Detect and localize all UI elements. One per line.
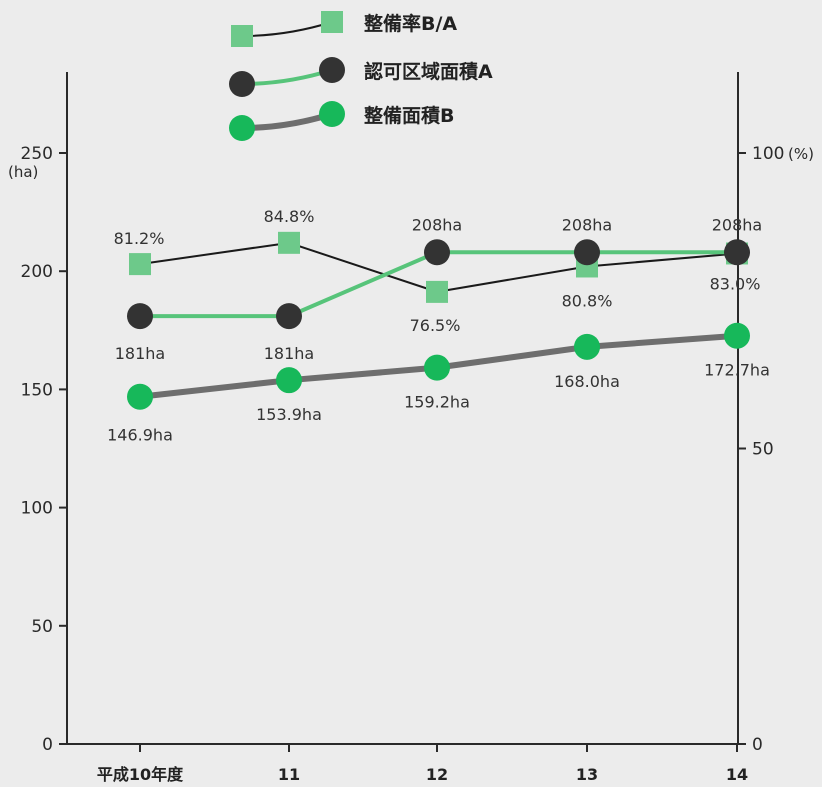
- x-tick-label: 平成10年度: [97, 765, 184, 784]
- marker-developed: [127, 383, 153, 410]
- data-label-developed: 159.2ha: [404, 393, 470, 412]
- right-tick-label: 100: [752, 144, 784, 164]
- marker-approved: [724, 239, 750, 266]
- x-tick-label: 13: [576, 765, 598, 784]
- data-label-developed: 146.9ha: [107, 426, 173, 445]
- marker-rate: [426, 280, 448, 303]
- left-tick-label: 150: [21, 380, 53, 400]
- data-label-developed: 168.0ha: [554, 372, 620, 391]
- data-label-approved: 208ha: [562, 215, 612, 234]
- marker-developed: [424, 354, 450, 381]
- left-tick-label: 0: [42, 735, 53, 755]
- x-tick-label: 14: [726, 765, 748, 784]
- left-tick-label: 200: [21, 262, 53, 282]
- data-label-developed: 153.9ha: [256, 405, 322, 424]
- data-label-approved: 208ha: [412, 215, 462, 234]
- legend-line-rate: [241, 21, 333, 37]
- legend-label-approved: 認可区域面積A: [364, 60, 493, 83]
- legend-line-developed: [241, 111, 333, 131]
- data-label-rate: 83.0%: [710, 274, 761, 293]
- marker-approved: [127, 303, 153, 330]
- left-axis-unit: (ha): [8, 163, 38, 181]
- marker-developed: [724, 322, 750, 349]
- marker-developed: [574, 333, 600, 360]
- data-label-approved: 181ha: [264, 344, 314, 363]
- marker-approved: [574, 239, 600, 266]
- data-label-rate: 81.2%: [114, 229, 165, 248]
- legend-marker-developed: [319, 101, 345, 127]
- data-label-rate: 76.5%: [410, 316, 461, 335]
- marker-rate: [129, 253, 151, 276]
- legend-marker-developed: [229, 115, 255, 141]
- data-labels: 81.2% 84.8% 76.5% 80.8% 83.0% 181ha 181ha 208ha…: [107, 207, 770, 445]
- left-tick-label: 250: [21, 144, 53, 164]
- legend-marker-rate: [321, 11, 343, 33]
- data-label-developed: 172.7ha: [704, 361, 770, 380]
- x-tick-label: 11: [278, 765, 300, 784]
- data-label-approved: 181ha: [115, 344, 165, 363]
- data-label-rate: 80.8%: [562, 291, 613, 310]
- legend-label-rate: 整備率B/A: [364, 12, 457, 35]
- left-axis-ticks: 0 50 100 150 200 250: [21, 144, 67, 755]
- right-tick-label: 0: [752, 735, 763, 755]
- x-tick-label: 12: [426, 765, 448, 784]
- series-markers: [127, 231, 750, 410]
- left-tick-label: 100: [21, 499, 53, 519]
- data-label-rate: 84.8%: [264, 207, 315, 226]
- legend-marker-approved: [229, 71, 255, 97]
- legend-label-developed: 整備面積B: [364, 104, 454, 127]
- right-tick-label: 50: [752, 440, 774, 460]
- marker-approved: [276, 303, 302, 330]
- legend: 整備率B/A 認可区域面積A 整備面積B: [229, 11, 493, 141]
- marker-approved: [424, 239, 450, 266]
- right-axis-ticks: 0 50 100: [738, 144, 784, 755]
- legend-line-approved: [241, 68, 333, 86]
- legend-marker-approved: [319, 57, 345, 83]
- chart-axes: (ha) (%): [8, 72, 814, 745]
- marker-developed: [276, 367, 302, 394]
- marker-rate: [278, 231, 300, 254]
- left-tick-label: 50: [31, 617, 53, 637]
- right-axis-unit: (%): [788, 145, 814, 163]
- legend-marker-rate: [231, 25, 253, 47]
- data-label-approved: 208ha: [712, 215, 762, 234]
- x-axis-ticks: 平成10年度 11 12 13 14: [97, 744, 748, 784]
